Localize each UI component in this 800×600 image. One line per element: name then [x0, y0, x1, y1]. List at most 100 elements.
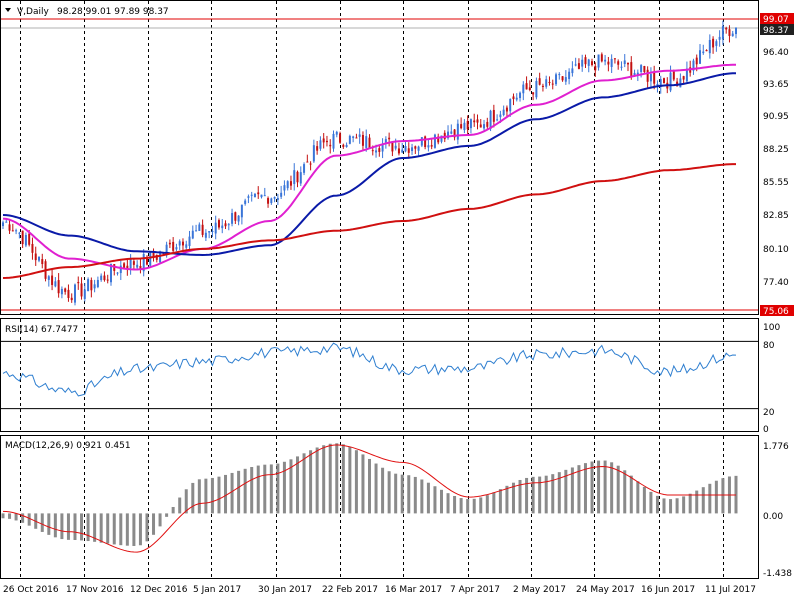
macd-histogram-bar [204, 478, 208, 514]
candle-body [191, 230, 194, 239]
macd-histogram-bar [682, 496, 686, 514]
candle-body [499, 114, 502, 118]
candle-body [705, 50, 708, 52]
macd-histogram-bar [453, 496, 457, 514]
macd-histogram-bar [335, 443, 339, 514]
candle-body [283, 185, 286, 191]
candle-body [18, 232, 21, 234]
candle-body [702, 51, 705, 54]
date-tick: 17 Nov 2016 [66, 585, 124, 595]
macd-plot[interactable] [1, 443, 738, 553]
triangle-down-icon[interactable] [5, 8, 11, 12]
candle-body [90, 280, 93, 291]
candle-body [584, 57, 587, 65]
macd-histogram-bar [400, 474, 404, 514]
candle-body [257, 192, 260, 195]
candle-body [525, 83, 528, 90]
macd-histogram-bar [112, 513, 116, 545]
candle-body [712, 38, 715, 48]
candle-body [679, 78, 682, 88]
candle-body [581, 59, 584, 67]
candle-body [640, 65, 643, 72]
macd-histogram-bar [8, 513, 12, 519]
candle-body [735, 27, 737, 35]
candle-body [15, 230, 18, 232]
macd-histogram-bar [708, 483, 712, 514]
candle-body [159, 251, 162, 263]
candle-body [165, 244, 168, 256]
rsi-plot[interactable] [1, 340, 758, 410]
candle-body [28, 233, 31, 245]
candle-body [633, 72, 636, 76]
macd-histogram-bar [86, 513, 90, 542]
macd-histogram-bar [178, 497, 182, 514]
candle-body [31, 243, 34, 253]
candle-body [620, 66, 623, 68]
candle-body [11, 230, 14, 232]
candle-body [368, 137, 371, 148]
candle-body [175, 247, 178, 250]
macd-histogram-bar [420, 479, 424, 514]
candle-body [214, 222, 217, 234]
candle-body [80, 283, 83, 297]
candle-body [208, 231, 211, 233]
date-tick: 30 Jan 2017 [258, 585, 312, 595]
candle-body [217, 220, 220, 228]
macd-histogram-bar [394, 473, 398, 514]
candle-body [293, 170, 296, 185]
macd-histogram-bar [413, 476, 417, 514]
macd-histogram-bar [53, 513, 57, 538]
candle-body [653, 71, 656, 84]
candle-body [623, 60, 626, 64]
date-tick: 2 May 2017 [513, 585, 566, 595]
candle-body [430, 145, 433, 147]
candle-body [561, 76, 564, 81]
macd-histogram-bar [518, 479, 522, 514]
macd-histogram-bar [197, 479, 201, 514]
candle-body [725, 27, 728, 30]
macd-histogram-bar [407, 475, 411, 514]
candle-body [37, 256, 40, 261]
macd-histogram-bar [119, 513, 123, 546]
macd-histogram-bar [544, 475, 548, 514]
candle-body [345, 144, 348, 147]
candle-body [492, 109, 495, 122]
rsi-tick: 20 [763, 408, 775, 418]
macd-histogram-bar [263, 464, 267, 514]
macd-histogram-bar [243, 468, 247, 514]
candle-body [263, 195, 266, 197]
price-tick: 93.65 [763, 80, 789, 90]
candle-body [453, 129, 456, 138]
macd-histogram-bar [296, 456, 300, 514]
candle-body [381, 143, 384, 152]
macd-histogram-bar [551, 474, 555, 514]
candle-body [168, 242, 171, 245]
candle-body [365, 136, 368, 148]
candle-body [136, 264, 139, 268]
candle-body [672, 70, 675, 80]
macd-histogram-bar [629, 475, 633, 514]
candle-body [132, 261, 135, 265]
price-plot[interactable] [1, 18, 758, 311]
macd-label: MACD(12,26,9) 0.921 0.451 [5, 441, 131, 451]
macd-histogram-bar [642, 486, 646, 514]
high-price-label: 99.07 [763, 15, 789, 25]
candle-body [57, 280, 60, 294]
candle-body [404, 146, 407, 152]
candle-body [528, 87, 531, 91]
candle-body [548, 81, 551, 83]
candle-body [41, 259, 44, 265]
candle-body [669, 72, 672, 91]
candle-body [96, 279, 99, 288]
candle-body [414, 146, 417, 149]
candle-body [699, 50, 702, 64]
macd-histogram-bar [282, 461, 286, 514]
macd-histogram-bar [152, 513, 156, 535]
ma-mid-line [2, 72, 737, 257]
macd-histogram-bar [322, 445, 326, 514]
candle-body [352, 136, 355, 138]
candle-body [178, 241, 181, 246]
candle-body [708, 39, 711, 54]
candle-body [267, 198, 270, 204]
macd-histogram-bar [472, 498, 476, 514]
